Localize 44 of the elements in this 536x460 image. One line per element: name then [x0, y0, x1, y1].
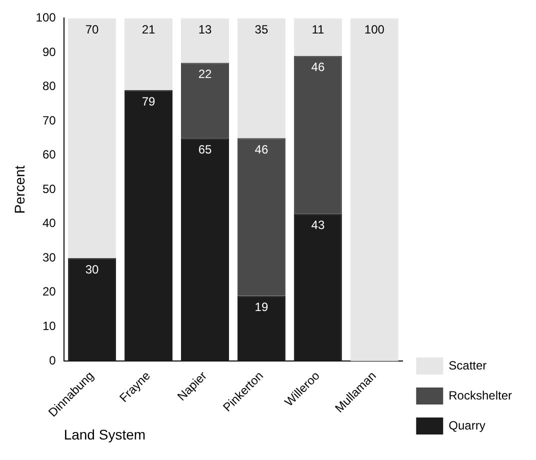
bar	[68, 258, 116, 361]
y-tick-label: 100	[36, 10, 56, 25]
data-label: 22	[198, 67, 212, 82]
bar	[294, 214, 342, 361]
data-label: 11	[312, 22, 324, 37]
legend-label: Rockshelter	[448, 388, 512, 402]
y-tick-label: 20	[42, 284, 56, 299]
bar	[294, 56, 342, 214]
legend-label: Quarry	[448, 418, 486, 432]
y-tick-label: 40	[42, 216, 56, 230]
bar	[180, 62, 229, 138]
data-label: 13	[198, 22, 212, 37]
y-tick-label: 70	[42, 113, 56, 128]
y-tick-label: 60	[42, 148, 56, 162]
bar	[124, 18, 173, 90]
data-label: 79	[142, 94, 156, 108]
data-label: 46	[311, 60, 325, 74]
bar	[350, 18, 398, 361]
data-label: 19	[254, 300, 268, 314]
bar	[237, 296, 286, 361]
y-tick-label: 50	[42, 182, 56, 196]
bar	[294, 18, 342, 56]
data-label: 46	[254, 142, 268, 156]
y-tick-label: 10	[42, 319, 56, 334]
x-axis-title: Land System	[64, 426, 146, 442]
bar	[180, 138, 229, 361]
bar	[237, 138, 286, 296]
data-label: 43	[311, 218, 325, 232]
y-tick-label: 80	[42, 79, 56, 94]
bar	[124, 90, 173, 361]
y-tick-label: 30	[42, 250, 56, 264]
y-tick-label: 0	[49, 353, 56, 368]
data-label: 65	[198, 142, 212, 156]
bar	[237, 18, 286, 138]
y-tick-label: 90	[42, 44, 56, 59]
y-axis-title: Percent	[11, 165, 28, 214]
data-label: 35	[254, 22, 268, 37]
data-label: 70	[85, 22, 100, 37]
legend-label: Scatter	[448, 358, 487, 372]
data-label: 100	[364, 22, 385, 37]
bar	[68, 18, 116, 258]
bar	[180, 18, 229, 63]
data-label: 30	[85, 262, 100, 276]
data-label: 21	[142, 22, 156, 37]
